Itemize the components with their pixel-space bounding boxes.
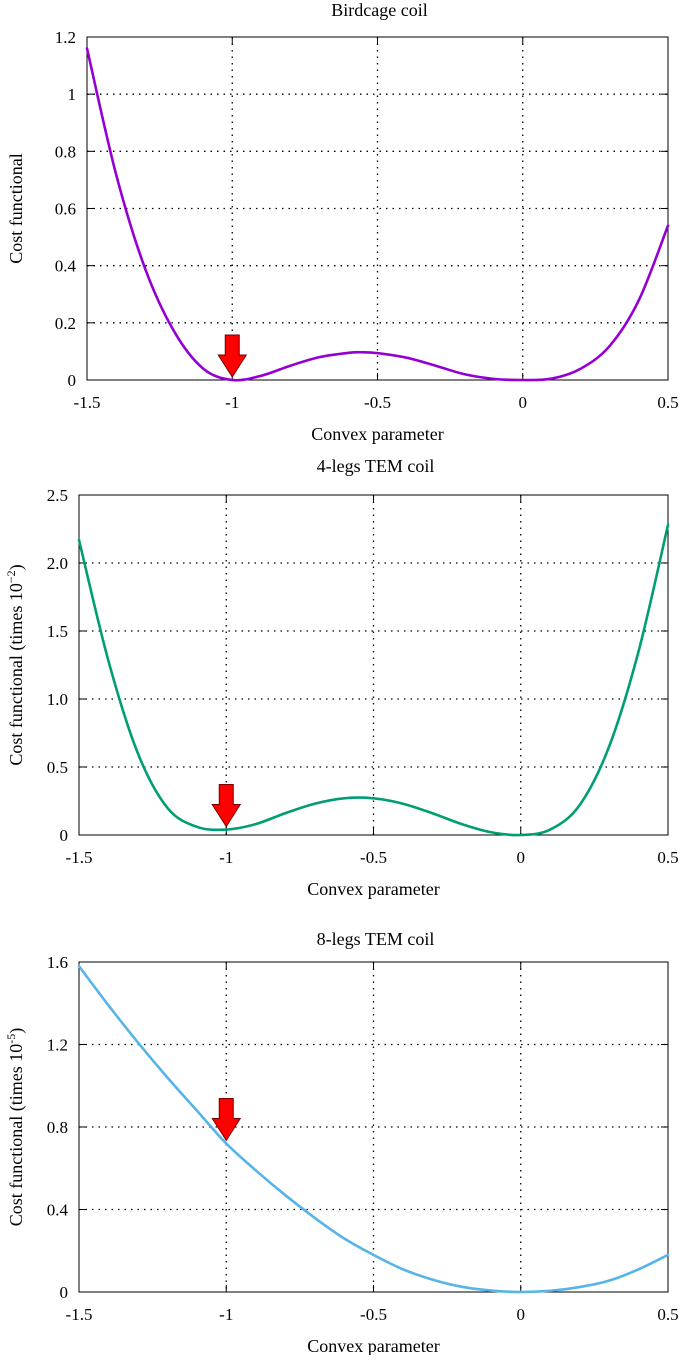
y-axis-label: Cost functional (times 10-5): [4, 1028, 27, 1226]
y-tick-label: 0: [60, 826, 69, 845]
y-tick-label: 0.8: [55, 142, 76, 161]
x-tick-label: -0.5: [360, 1305, 387, 1324]
x-tick-label: -1: [219, 1305, 233, 1324]
x-tick-label: -1: [225, 393, 239, 412]
y-axis-label-exponent: −2: [4, 570, 18, 583]
y-axis-label-text: Cost functional (times 10: [6, 583, 27, 765]
x-tick-label: -1.5: [66, 848, 93, 867]
x-tick-label: 0: [517, 1305, 526, 1324]
y-tick-label: 0.4: [55, 257, 77, 276]
x-tick-label: 0.5: [657, 1305, 678, 1324]
x-axis-label: Convex parameter: [307, 1336, 439, 1355]
minimum-arrow-marker: [211, 1098, 242, 1142]
y-axis-label-suffix: ): [6, 564, 27, 570]
y-tick-label: 1.0: [47, 690, 68, 709]
y-axis-label-suffix: ): [6, 1028, 27, 1034]
x-tick-label: -0.5: [364, 393, 391, 412]
y-tick-label: 0.4: [47, 1201, 69, 1220]
series-line: [77, 523, 670, 837]
chart-title: 8-legs TEM coil: [317, 929, 435, 949]
y-tick-label: 1: [68, 85, 77, 104]
y-tick-label: 1.2: [55, 28, 76, 47]
minimum-arrow-marker: [211, 784, 242, 828]
x-tick-label: 0.5: [657, 393, 678, 412]
chart-3: -1.5 -1 -0.5 0 0.5 0 0.4 0.8 1.2 1.6 8-legs TEM co…: [4, 929, 679, 1356]
y-tick-label: 2.0: [47, 554, 68, 573]
x-axis-label: Convex parameter: [311, 424, 443, 444]
x-tick-label: 0: [519, 393, 528, 412]
plot-frame: [86, 36, 669, 381]
minimum-arrow-marker: [217, 334, 248, 378]
y-tick-label: 0: [60, 1283, 69, 1302]
y-axis-label: Cost functional: [6, 153, 26, 264]
y-tick-label: 1.5: [47, 622, 68, 641]
chart-1: -1.5 -1 -0.5 0 0.5 0 0.2 0.4 0.6 0.8 1 1.2 Birdcage …: [6, 0, 679, 444]
x-tick-label: -0.5: [360, 848, 387, 867]
y-tick-label: 0.2: [55, 314, 76, 333]
y-tick-label: 1.2: [47, 1036, 68, 1055]
x-axis-label: Convex parameter: [307, 879, 439, 899]
y-tick-label: 0.8: [47, 1118, 68, 1137]
y-tick-label: 1.6: [47, 953, 68, 972]
y-tick-label: 2.5: [47, 486, 68, 505]
y-axis-label-text: Cost functional: [6, 153, 26, 264]
x-tick-label: -1.5: [74, 393, 101, 412]
y-tick-label: 0.6: [55, 200, 76, 219]
chart-title: Birdcage coil: [331, 0, 427, 20]
x-tick-label: 0.5: [657, 848, 678, 867]
y-tick-label: 0: [68, 371, 77, 390]
x-tick-label: -1: [219, 848, 233, 867]
series-line: [77, 964, 670, 1294]
x-tick-label: 0: [517, 848, 526, 867]
chart-2: -1.5 -1 -0.5 0 0.5 0 0.5 1.0 1.5 2.0 2.5 4-legs TEM…: [4, 456, 679, 899]
series-line: [85, 47, 670, 382]
y-axis-label-text: Cost functional (times 10: [6, 1044, 27, 1226]
y-axis-label-exponent: -5: [4, 1034, 18, 1044]
y-tick-label: 0.5: [47, 758, 68, 777]
x-tick-label: -1.5: [66, 1305, 93, 1324]
chart-title: 4-legs TEM coil: [317, 456, 435, 476]
y-axis-label: Cost functional (times 10−2): [4, 564, 27, 765]
